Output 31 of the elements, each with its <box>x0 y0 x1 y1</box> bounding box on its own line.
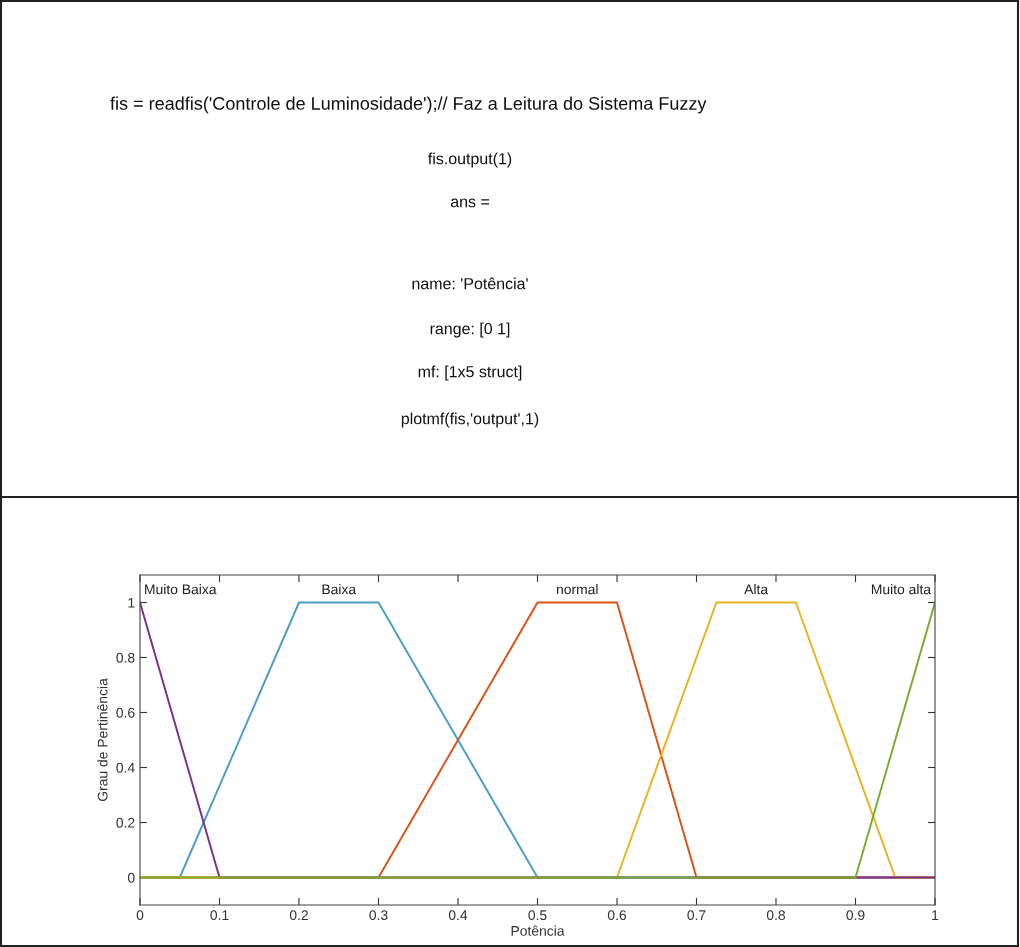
y-tick-label: 0 <box>127 872 135 883</box>
series-label: normal <box>556 584 598 595</box>
x-tick-label: 0.3 <box>369 910 388 921</box>
series-label: Baixa <box>322 584 357 595</box>
y-tick-label: 0.4 <box>116 762 135 773</box>
text: fis.output(1) <box>428 152 512 168</box>
text: ans = <box>450 198 489 208</box>
y-tick-label: 0.2 <box>116 817 135 828</box>
x-tick-label: 0.4 <box>448 910 468 921</box>
x-tick-label: 0.9 <box>846 910 865 921</box>
x-tick-label: 0.1 <box>210 910 229 921</box>
x-tick-label: 0.8 <box>766 910 786 921</box>
text: range: [0 1] <box>430 322 510 338</box>
y-axis-title: Grau de Pertinência <box>97 678 108 802</box>
series-label: Muito alta <box>871 584 932 595</box>
x-tick-label: 0.2 <box>289 910 308 921</box>
text: fis = readfis('Controle de Luminosidade');// Faz a Leitura do Sistema Fuzzy <box>110 96 707 114</box>
x-tick-label: 1 <box>932 910 939 920</box>
y-tick-label: 0.8 <box>116 652 135 663</box>
series-label: Alta <box>744 584 769 595</box>
y-tick-label: 0.6 <box>116 707 135 718</box>
x-tick-label: 0 <box>136 910 144 921</box>
x-tick-label: 0.7 <box>687 910 706 921</box>
text: name: 'Potência' <box>412 277 528 290</box>
text: mf: [1x5 struct] <box>418 365 522 381</box>
text: plotmf(fis,'output',1) <box>401 412 539 428</box>
x-tick-label: 0.5 <box>528 910 547 921</box>
x-tick-label: 0.6 <box>607 910 627 921</box>
series-label: Muito Baixa <box>145 584 217 595</box>
x-axis-title: Potência <box>511 925 565 936</box>
y-tick-label: 1 <box>128 597 135 608</box>
